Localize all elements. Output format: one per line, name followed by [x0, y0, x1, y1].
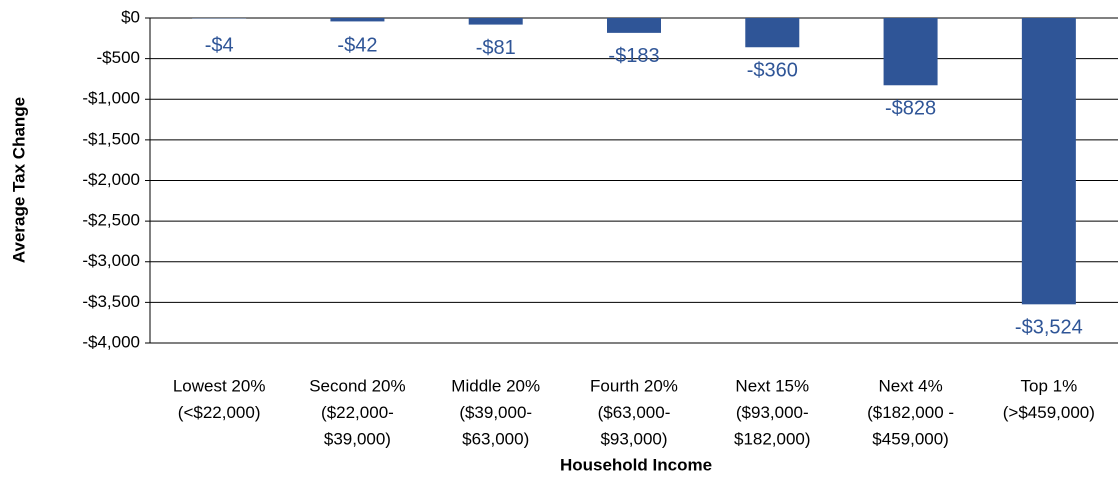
- x-tick-label: Top 1%: [1021, 376, 1078, 395]
- x-tick-label: Second 20%: [309, 376, 405, 395]
- y-tick-label: -$500: [97, 48, 140, 67]
- y-tick-label: -$3,500: [82, 292, 140, 311]
- data-label: -$42: [337, 34, 377, 56]
- x-tick-label: (<$22,000): [178, 403, 261, 422]
- data-label: -$4: [205, 34, 234, 56]
- y-tick-label: -$2,500: [82, 211, 140, 230]
- data-label: -$81: [476, 37, 516, 59]
- x-tick-label: Middle 20%: [451, 376, 540, 395]
- y-tick-label: $0: [121, 7, 140, 26]
- bar: [883, 18, 938, 86]
- x-tick-label: ($63,000-: [598, 403, 671, 422]
- x-tick-label: Lowest 20%: [173, 376, 266, 395]
- data-label: -$3,524: [1015, 317, 1083, 339]
- x-tick-label: ($39,000-: [459, 403, 532, 422]
- x-tick-label: Fourth 20%: [590, 376, 678, 395]
- y-tick-label: -$1,000: [82, 89, 140, 108]
- x-axis-title: Household Income: [560, 455, 712, 474]
- x-tick-label: $39,000): [324, 429, 391, 448]
- x-tick-label: $93,000): [600, 429, 667, 448]
- x-tick-label: Next 15%: [735, 376, 809, 395]
- x-tick-label: $182,000): [734, 429, 811, 448]
- y-axis-title: Average Tax Change: [9, 97, 28, 263]
- y-tick-label: -$2,000: [82, 170, 140, 189]
- data-label: -$828: [885, 98, 936, 120]
- bar: [468, 18, 523, 25]
- bar: [745, 18, 800, 48]
- x-tick-label: ($22,000-: [321, 403, 394, 422]
- bar: [607, 18, 661, 33]
- x-tick-label: (>$459,000): [1003, 403, 1095, 422]
- x-tick-label: $459,000): [872, 429, 949, 448]
- data-label: -$360: [747, 60, 798, 82]
- y-tick-label: -$3,000: [82, 251, 140, 270]
- data-label: -$183: [608, 45, 659, 67]
- x-tick-label: ($182,000 -: [867, 403, 954, 422]
- bar: [330, 18, 385, 22]
- x-tick-label: ($93,000-: [736, 403, 809, 422]
- bar: [1021, 18, 1076, 305]
- x-tick-label: $63,000): [462, 429, 529, 448]
- y-tick-label: -$4,000: [82, 332, 140, 351]
- x-tick-label: Next 4%: [878, 376, 942, 395]
- y-tick-label: -$1,500: [82, 129, 140, 148]
